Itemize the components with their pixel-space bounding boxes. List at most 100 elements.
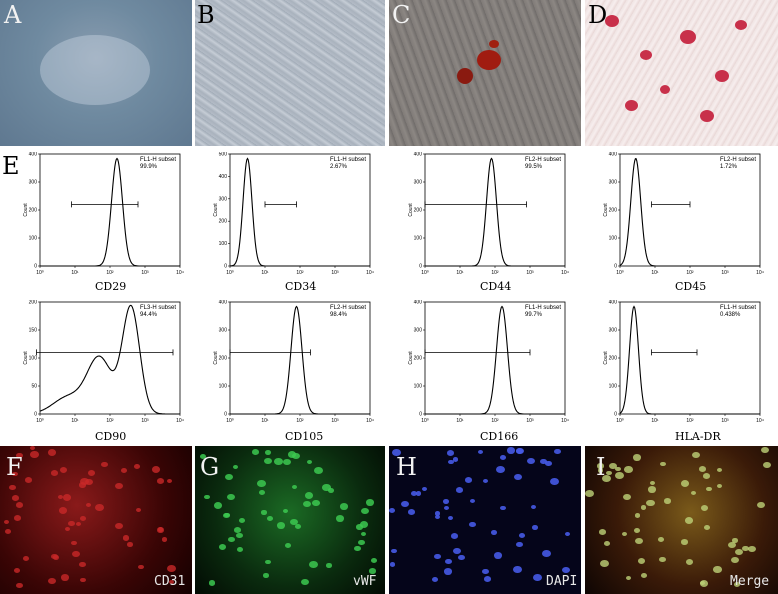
plot-frame [39,301,181,415]
marker-label-cd44: CD44 [480,280,512,293]
cell-nucleus [706,486,712,492]
cell-nucleus [353,545,361,551]
cell-nucleus [218,543,226,550]
cell-nucleus [516,541,524,548]
cell-nucleus [530,505,536,510]
cell-nucleus [304,492,314,500]
x-tick-label: 10² [491,418,499,424]
cell-nucleus [681,539,689,545]
cell-nucleus [700,505,708,512]
panel-label-e: E [2,152,20,180]
x-tick-label: 10¹ [651,270,659,276]
cell-nucleus [716,484,723,489]
cell-nucleus [648,486,657,493]
cell-nucleus [48,578,56,585]
cell-nucleus [468,521,476,528]
y-tick-label: 0 [224,412,227,418]
x-tick-label: 10² [296,270,304,276]
cell-nucleus [67,520,75,526]
y-tick-label: 0 [34,264,37,270]
cell-nucleus [482,478,488,484]
x-tick-label: 10⁴ [176,270,184,276]
cell-nucleus [72,550,80,557]
cell-nucleus [80,577,86,583]
y-axis-label: Count [603,351,609,365]
cell-nucleus [703,525,710,531]
x-tick-label: 10⁴ [561,418,569,424]
cell-nucleus [455,487,464,494]
cell-nucleus [685,558,694,565]
cell-nucleus [660,461,666,467]
cell-nucleus [370,558,378,564]
cell-nucleus [734,581,741,587]
x-tick-label: 10¹ [261,418,269,424]
cell-nucleus [161,537,168,542]
cell-nucleus [602,475,612,483]
cell-nucleus [335,515,344,522]
cell-nucleus [732,538,738,543]
cell-nucleus [649,480,656,486]
cell-nucleus [735,549,744,556]
cell-nucleus [716,468,723,473]
histogram-curve [619,305,760,415]
x-tick-label: 10⁰ [421,418,429,424]
cell-nucleus [365,498,375,506]
y-tick-label: 100 [219,384,228,390]
y-tick-label: 300 [609,180,618,186]
cell-nucleus [469,498,475,503]
gate-title: FL1-H subset [330,157,366,163]
cell-nucleus [634,513,641,518]
cell-nucleus [615,471,624,479]
x-tick-label: 10⁰ [36,418,44,424]
cell-nucleus [359,521,368,528]
cell-nucleus [632,454,642,462]
cell-nucleus [415,491,422,496]
cell-nucleus [646,499,655,507]
y-tick-label: 200 [414,208,423,214]
x-tick-label: 10¹ [651,418,659,424]
cell-nucleus [257,480,266,487]
histogram-cd105: 0 100 200 300 400 10⁰ 10¹ 10² 10³ 10⁴ Count FL2-H s… [213,300,374,424]
panel-label-c: C [392,1,411,29]
cell-nucleus [292,453,300,460]
cell-nucleus [223,512,231,519]
cell-nucleus [599,560,609,568]
cell-nucleus [169,579,175,584]
plot-frame [424,153,566,267]
x-tick-label: 10¹ [71,418,79,424]
cell-nucleus [282,509,288,514]
cell-nucleus [50,469,59,476]
y-tick-label: 100 [29,356,38,362]
y-tick-label: 200 [219,356,228,362]
cell-nucleus [443,505,450,510]
y-tick-label: 0 [34,412,37,418]
cell-nucleus [360,531,367,536]
cell-nucleus [434,553,442,560]
x-tick-label: 10⁴ [561,270,569,276]
cell-nucleus [355,524,363,530]
cell-nucleus [86,503,92,508]
y-tick-label: 150 [29,328,38,334]
cell-nucleus [95,504,104,512]
cell-nucleus [84,478,94,486]
y-tick-label: 200 [609,208,618,214]
cell-nucleus [549,477,559,485]
y-tick-label: 50 [31,384,37,390]
x-tick-label: 10² [491,270,499,276]
cell-nucleus [763,461,772,469]
cell-nucleus [75,521,82,527]
panel-label-a: A [4,1,22,29]
cell-nucleus [166,478,172,484]
plot-frame [619,301,761,415]
x-tick-label: 10⁰ [36,270,44,276]
cell-nucleus [16,582,23,589]
x-tick-label: 10⁰ [421,270,429,276]
histogram-cd45: 0 100 200 300 400 10⁰ 10¹ 10² 10³ 10⁴ Count FL2-H s… [603,152,764,276]
histogram-curve [40,157,180,267]
y-tick-label: 500 [219,152,228,158]
x-tick-label: 10² [686,270,694,276]
cell-nucleus [339,502,349,510]
cell-nucleus [3,520,10,525]
cell-nucleus [484,576,492,582]
y-tick-label: 200 [414,356,423,362]
